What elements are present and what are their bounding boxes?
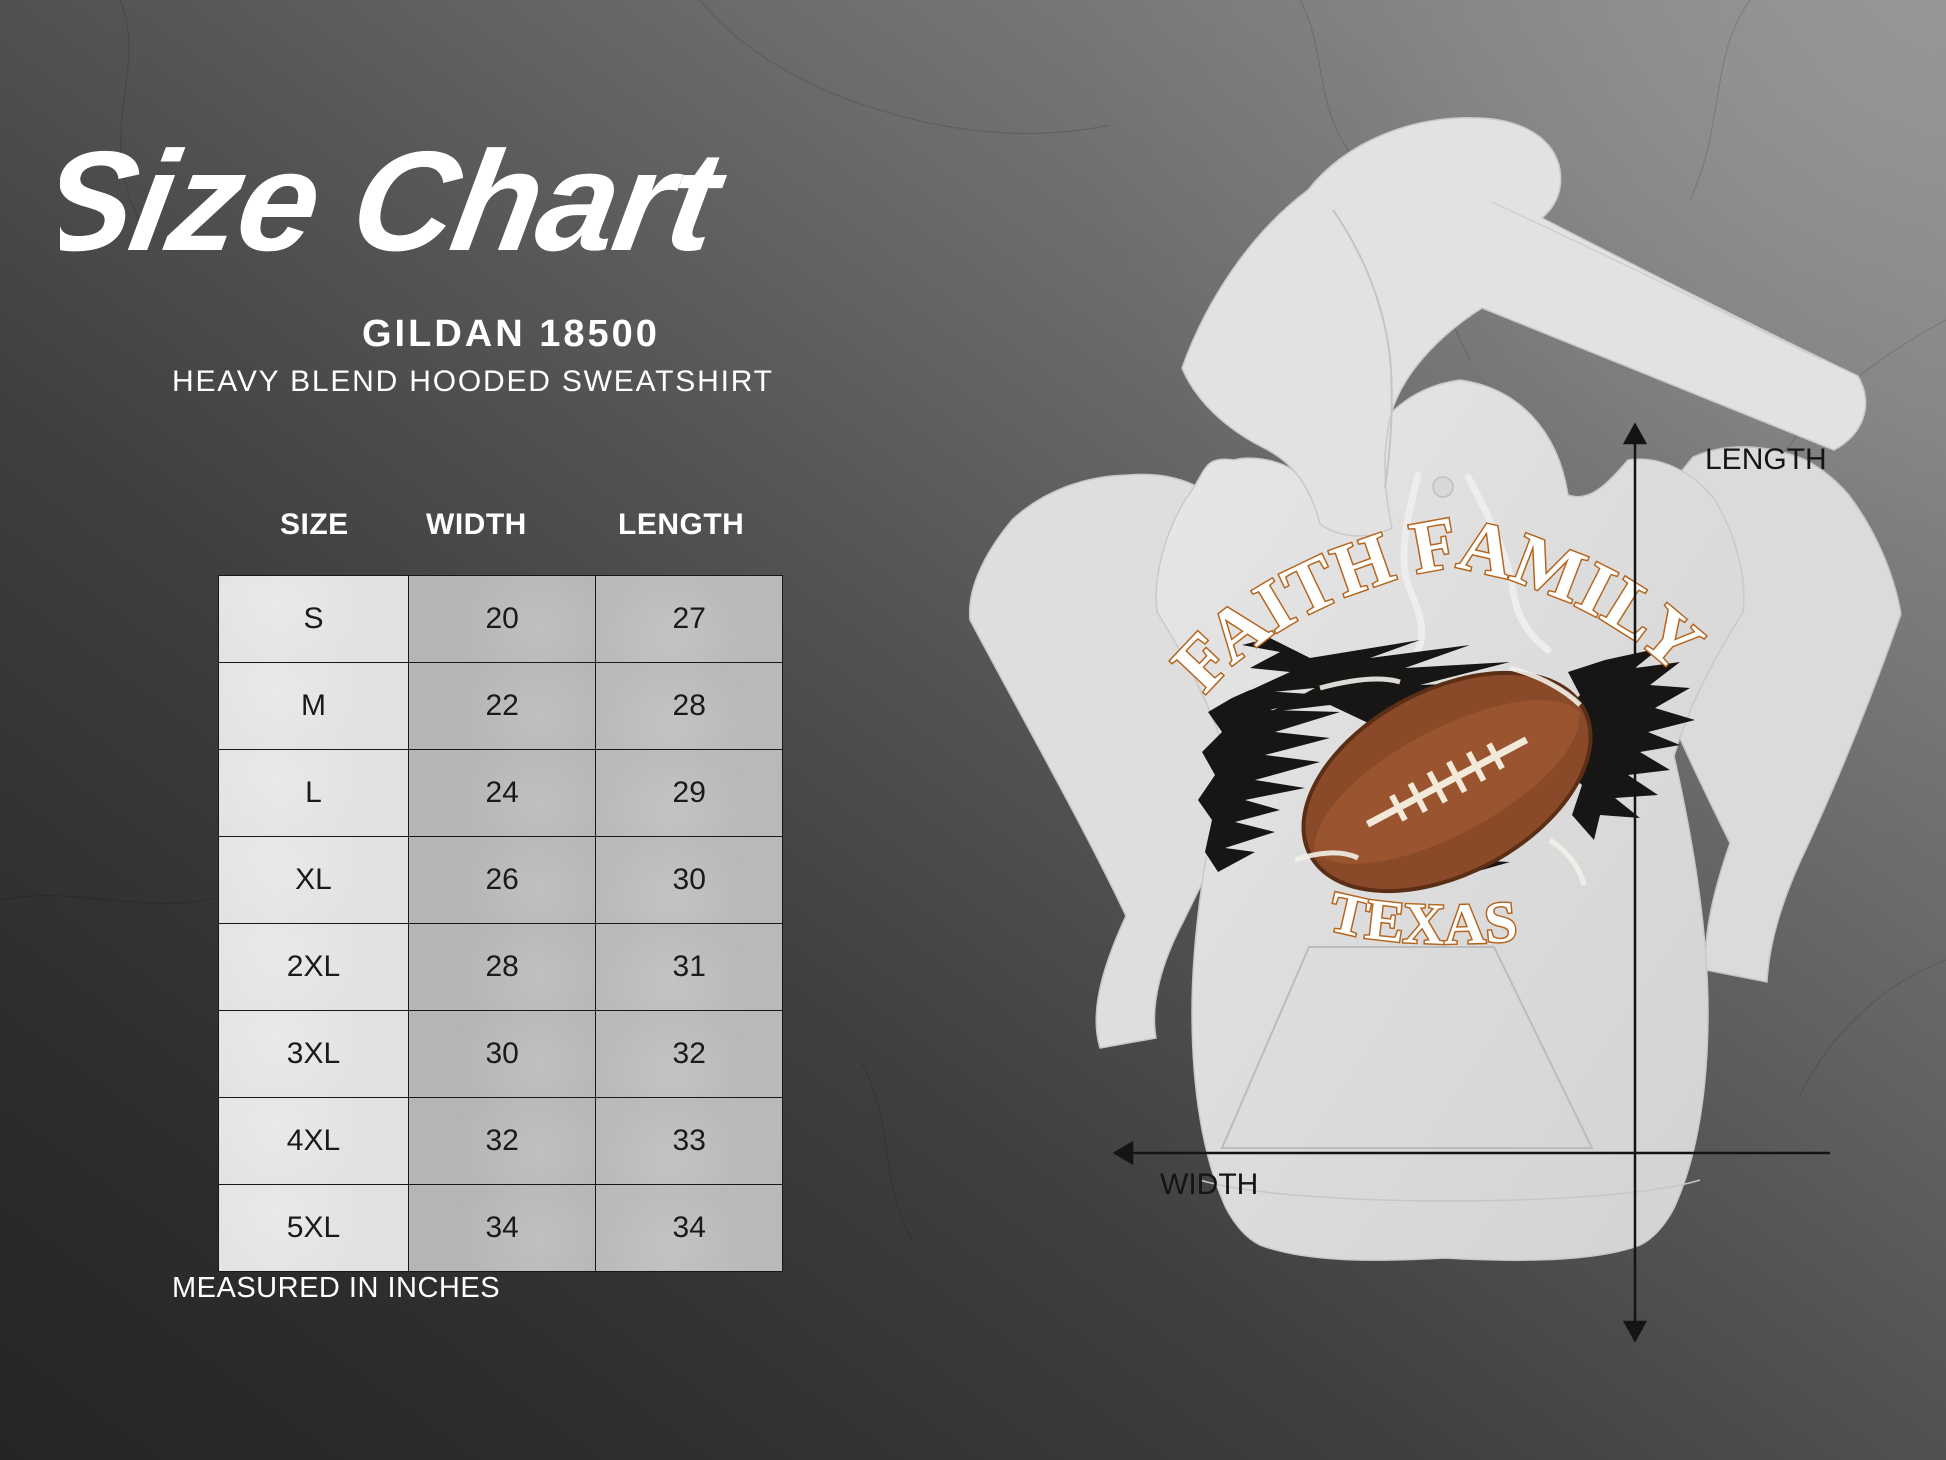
svg-text:Size Chart: Size Chart xyxy=(60,122,737,281)
